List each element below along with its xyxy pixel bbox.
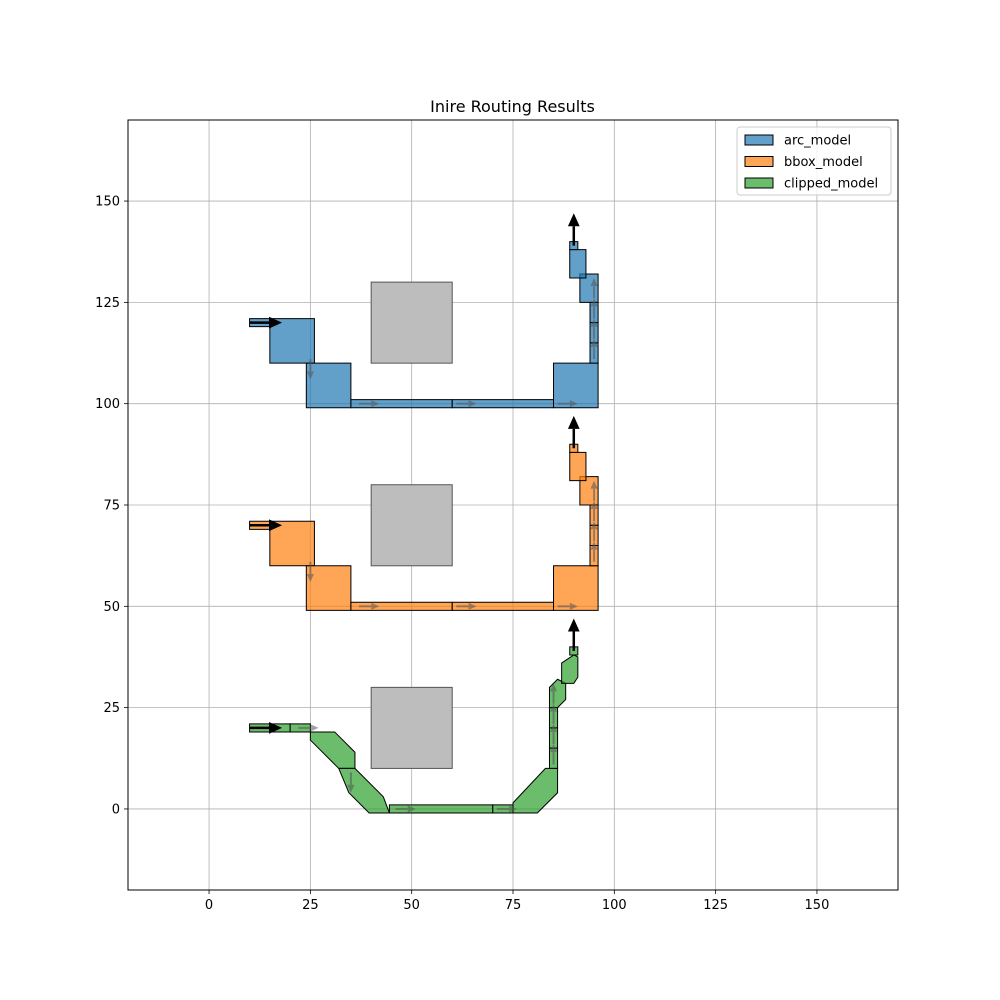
direction-arrow [590, 298, 598, 319]
x-tick-label: 25 [302, 898, 319, 913]
legend-swatch [744, 134, 774, 146]
obstacle-block [370, 686, 453, 769]
y-tick-label: 25 [103, 701, 120, 716]
route-segment [569, 249, 587, 279]
y-tick-label: 150 [95, 195, 120, 210]
y-tick-label: 100 [95, 397, 120, 412]
y-tick-label: 50 [103, 600, 120, 615]
obstacle-block [370, 281, 453, 364]
legend-label: bbox_model [784, 155, 863, 170]
x-tick-label: 75 [505, 898, 522, 913]
axis-ticks: 0 25 50 75 100 125 150 0 25 50 75 100 125 150 [95, 195, 829, 913]
end-port-arrow [567, 415, 580, 449]
legend-label: clipped_model [784, 177, 878, 192]
end-port-arrow [567, 618, 580, 651]
direction-arrow [590, 480, 598, 501]
chart-title: Inire Routing Results [430, 97, 595, 116]
direction-arrow [395, 805, 416, 813]
direction-arrow [456, 602, 477, 610]
direction-arrow [549, 744, 558, 765]
direction-arrow [590, 541, 598, 562]
y-tick-label: 125 [95, 296, 120, 311]
route-segment [305, 565, 352, 611]
direction-arrow [557, 400, 578, 408]
route-segment [553, 565, 599, 611]
legend-label: arc_model [784, 134, 851, 149]
arrow-layer [249, 213, 598, 813]
route-segment [569, 443, 579, 453]
direction-arrow [590, 338, 598, 360]
x-tick-label: 100 [602, 898, 627, 913]
route-segment [569, 451, 587, 482]
series-clipped_model [249, 646, 579, 814]
direction-arrow [590, 278, 598, 299]
direction-arrow [306, 359, 314, 380]
y-tick-label: 0 [112, 802, 120, 817]
direction-arrow [298, 724, 319, 732]
obstacles [370, 281, 453, 769]
direction-arrow [456, 400, 477, 408]
legend-swatch [744, 156, 774, 167]
route-segment [569, 646, 579, 656]
direction-arrow [359, 400, 380, 408]
route-segment [269, 520, 315, 567]
direction-arrow [590, 500, 598, 522]
x-tick-label: 50 [403, 898, 420, 913]
direction-arrow [590, 521, 598, 542]
legend-swatch [744, 177, 774, 189]
x-tick-label: 150 [805, 898, 830, 913]
end-port-arrow [567, 213, 580, 246]
direction-arrow [549, 723, 558, 745]
x-tick-label: 0 [205, 898, 213, 913]
start-port-arrow [249, 519, 282, 532]
direction-arrow [359, 602, 380, 610]
start-port-arrow [249, 316, 282, 329]
legend: arc_model bbox_model clipped_model [736, 126, 892, 196]
direction-arrow [549, 703, 558, 724]
direction-arrow [590, 318, 598, 339]
direction-arrow [557, 602, 578, 610]
route-segment [269, 318, 315, 364]
obstacle-block [370, 484, 453, 567]
route-segment [553, 362, 599, 409]
direction-arrow [306, 561, 314, 582]
x-tick-label: 125 [703, 898, 728, 913]
route-segment [561, 654, 579, 684]
direction-arrow [549, 683, 558, 704]
start-port-arrow [249, 722, 282, 734]
direction-arrow [347, 772, 355, 793]
series-arc_model [249, 241, 599, 409]
y-tick-label: 75 [103, 499, 120, 514]
route-segment [305, 362, 352, 409]
direction-arrow [496, 805, 518, 813]
legend-frame [736, 126, 892, 196]
